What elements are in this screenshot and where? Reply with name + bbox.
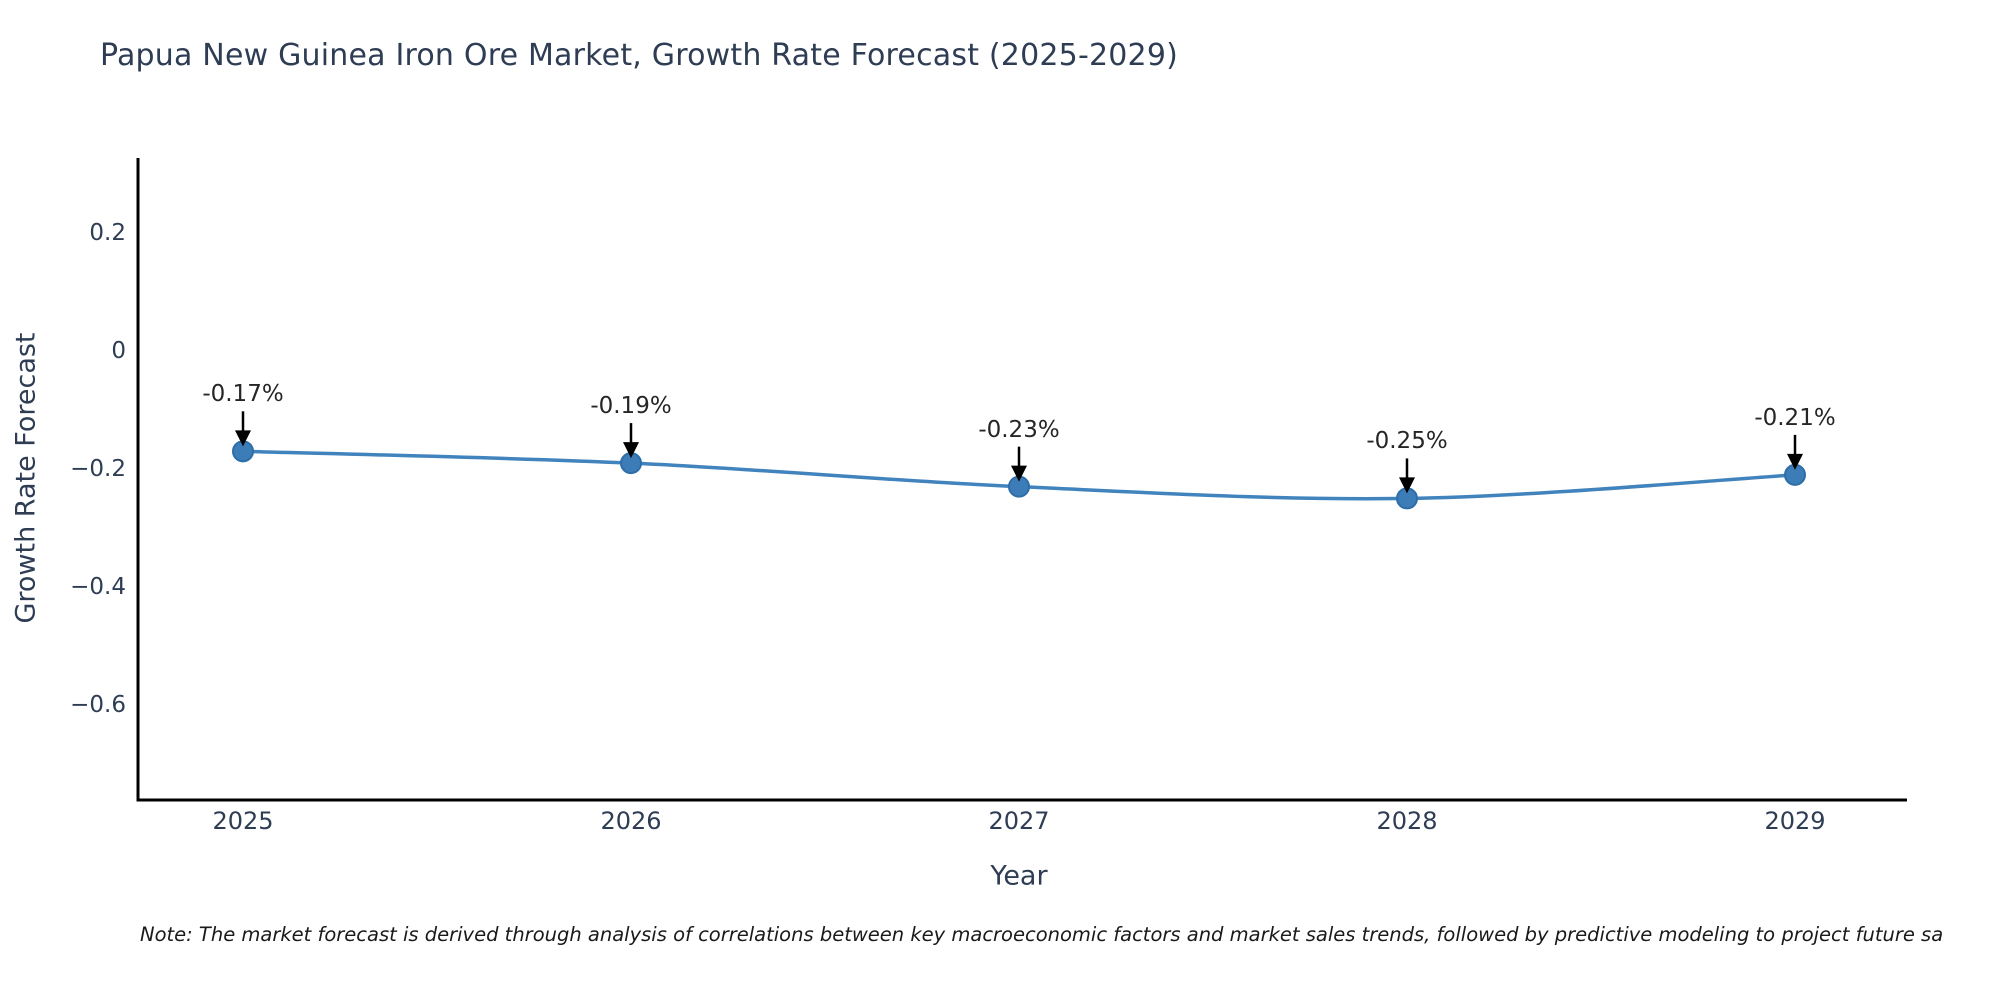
x-tick-label: 2028 bbox=[1376, 807, 1438, 835]
chart-title: Papua New Guinea Iron Ore Market, Growth… bbox=[100, 38, 1179, 73]
point-value-label: -0.25% bbox=[1366, 428, 1448, 455]
x-tick-label: 2027 bbox=[988, 807, 1050, 835]
point-value-label: -0.17% bbox=[202, 381, 284, 408]
series-layer bbox=[232, 411, 1806, 510]
y-tick-label: −0.2 bbox=[70, 455, 126, 482]
y-tick-label: 0.2 bbox=[89, 220, 126, 247]
annotation-arrow-head bbox=[623, 442, 639, 459]
point-value-label: -0.19% bbox=[590, 393, 672, 420]
annotation-arrow-head bbox=[1011, 465, 1027, 482]
x-axis-title: Year bbox=[990, 860, 1048, 892]
y-tick-label: −0.4 bbox=[70, 573, 126, 600]
x-tick-label: 2025 bbox=[212, 807, 274, 835]
annotation-arrow-head bbox=[1787, 453, 1803, 470]
y-tick-label: 0 bbox=[111, 338, 126, 365]
annotation-arrow-head bbox=[1399, 477, 1415, 494]
x-tick-label: 2029 bbox=[1764, 807, 1826, 835]
point-value-label: -0.21% bbox=[1754, 404, 1836, 431]
point-value-label: -0.23% bbox=[978, 416, 1060, 443]
footnote: Note: The market forecast is derived thr… bbox=[140, 923, 1944, 946]
y-tick-label: −0.6 bbox=[70, 691, 126, 718]
x-tick-label: 2026 bbox=[600, 807, 662, 835]
annotation-arrow-head bbox=[235, 430, 251, 447]
